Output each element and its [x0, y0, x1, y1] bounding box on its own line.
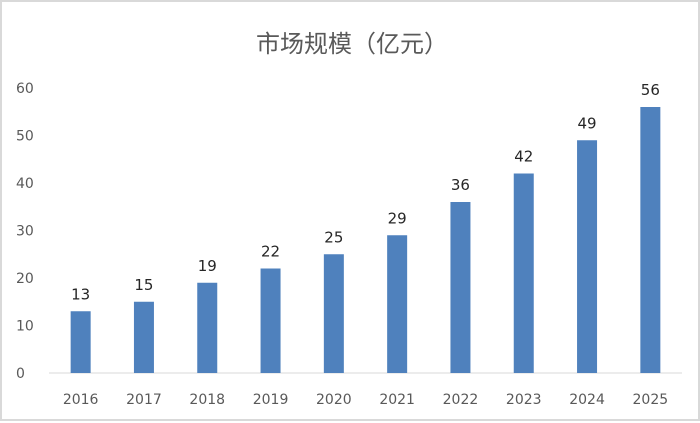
x-tick-label: 2018	[189, 392, 225, 408]
x-tick-label: 2023	[506, 392, 542, 408]
data-label: 13	[71, 285, 90, 303]
data-label: 15	[134, 276, 153, 294]
bar-2021	[387, 235, 408, 373]
data-label: 56	[641, 81, 660, 99]
bar-2020	[323, 254, 344, 373]
bar-2017	[133, 301, 154, 373]
bar-2022	[450, 202, 471, 373]
chart-title: 市场规模（亿元）	[256, 30, 448, 58]
bar-2024	[577, 140, 598, 373]
data-label: 19	[198, 257, 217, 275]
bar-2025	[640, 107, 661, 373]
x-tick-label: 2025	[633, 392, 669, 408]
x-tick-label: 2020	[316, 392, 352, 408]
y-tick-label: 40	[16, 176, 34, 192]
bar-2018	[197, 282, 218, 373]
data-label: 36	[451, 176, 470, 194]
x-tick-label: 2021	[379, 392, 415, 408]
data-label: 49	[578, 114, 597, 132]
x-tick-label: 2024	[569, 392, 605, 408]
data-label: 29	[388, 209, 407, 227]
y-tick-label: 50	[16, 129, 34, 145]
y-tick-label: 10	[16, 319, 34, 335]
y-tick-label: 60	[16, 81, 34, 97]
bar-2019	[260, 268, 281, 373]
x-tick-label: 2017	[126, 392, 162, 408]
x-tick-label: 2016	[63, 392, 99, 408]
x-tick-label: 2019	[253, 392, 289, 408]
data-label: 42	[514, 148, 533, 166]
x-tick-label: 2022	[443, 392, 479, 408]
data-label: 22	[261, 243, 280, 261]
data-label: 25	[324, 228, 343, 246]
y-tick-label: 30	[16, 224, 34, 240]
bar-2016	[70, 311, 91, 373]
bar-2023	[513, 173, 534, 373]
y-tick-label: 20	[16, 271, 34, 287]
y-tick-label: 0	[16, 366, 25, 382]
